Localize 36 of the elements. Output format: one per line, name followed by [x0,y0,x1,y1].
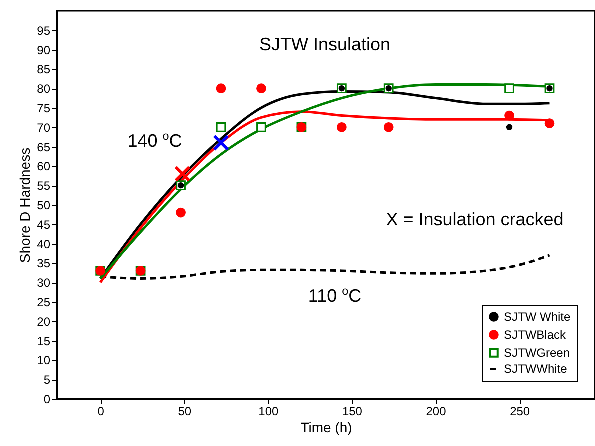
annotation: 110 $^{o}$C [308,285,362,307]
y-tick-label: 50 [37,198,51,212]
legend-label: SJTWGreen [504,346,570,360]
y-tick-label: 75 [37,102,51,116]
y-tick-label: 40 [37,237,51,252]
x-tick-label: 50 [178,404,192,418]
y-tick-label: 95 [37,24,51,38]
x-tick-label: 200 [426,404,447,418]
x-tick-label: 150 [342,404,363,418]
y-tick-label: 90 [37,43,51,58]
y-tick-label: 30 [37,276,51,290]
legend-label: SJTWBlack [504,328,568,342]
annotation: X = Insulation cracked [386,210,564,230]
x-tick-label: 0 [98,404,105,418]
y-tick-label: 20 [37,314,51,329]
x-tick-label: 100 [258,404,280,418]
x-tick-label: 250 [510,404,530,418]
y-tick-label: 0 [44,392,51,406]
y-tick-label: 55 [37,179,51,194]
x-axis-title: Time (h) [300,420,352,436]
y-tick-label: 15 [37,334,51,348]
y-tick-label: 70 [37,120,51,135]
y-axis-title: Shore D Hardness [17,148,34,264]
legend-label: SJTW White [504,310,571,324]
y-tick-label: 5 [44,373,51,388]
y-tick-label: 65 [37,140,51,154]
annotation: 140 $^{o}$C [128,130,182,152]
y-tick-label: 45 [37,218,51,232]
y-tick-label: 25 [37,296,51,310]
y-tick-label: 35 [37,256,51,271]
y-tick-label: 85 [37,62,51,77]
y-tick-label: 10 [37,354,51,368]
y-tick-label: 80 [37,82,51,96]
legend-label: SJTWWhite [504,362,568,376]
y-tick-label: 60 [37,160,51,174]
annotation: SJTW Insulation [259,34,391,56]
